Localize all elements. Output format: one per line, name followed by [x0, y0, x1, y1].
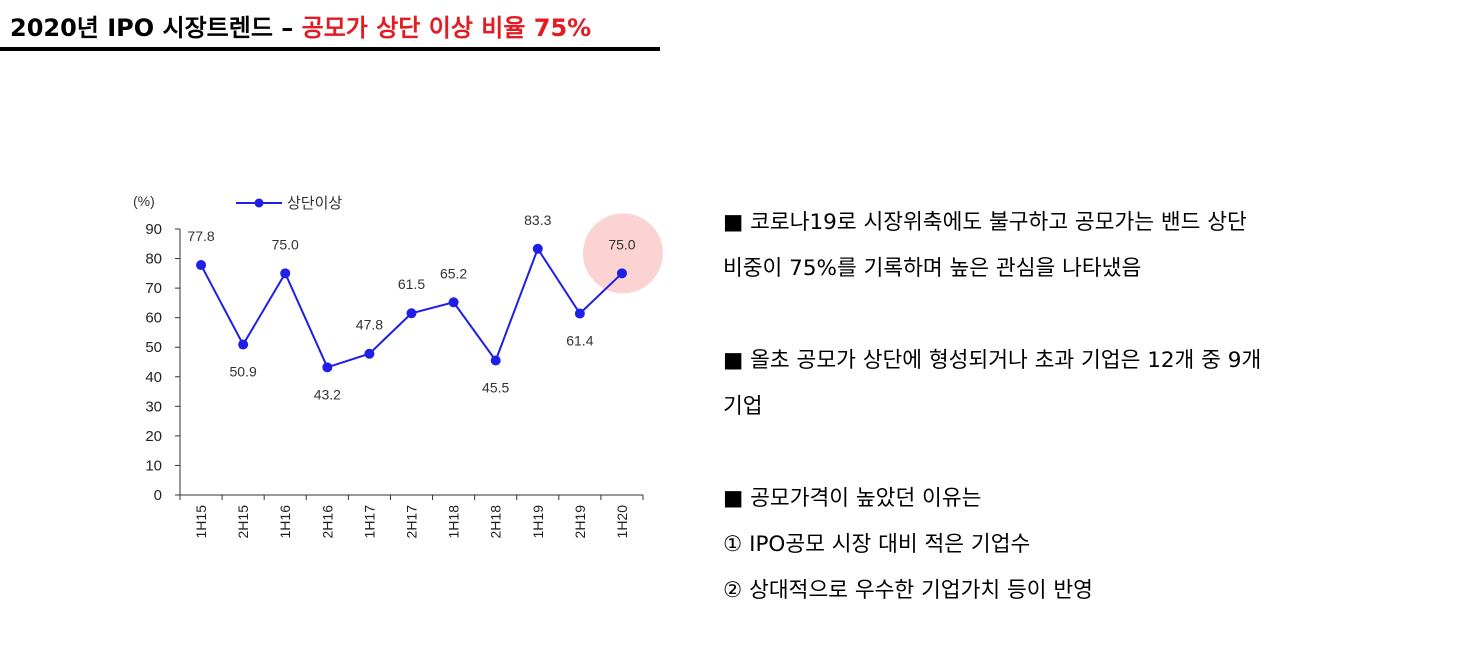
data-point — [280, 268, 291, 279]
x-tick-label: 2H19 — [572, 505, 588, 539]
y-tick-label: 50 — [145, 339, 162, 356]
x-tick-label: 1H19 — [530, 505, 546, 539]
page-title: 2020년 IPO 시장트렌드 – 공모가 상단 이상 비율 75% — [10, 8, 591, 43]
y-tick-label: 10 — [145, 457, 162, 474]
data-label: 50.9 — [230, 364, 257, 380]
note-line: 비중이 75%를 기록하며 높은 관심을 나타냈음 — [723, 256, 1142, 281]
x-tick-label: 2H15 — [235, 505, 251, 539]
note-line: ② 상대적으로 우수한 기업가치 등이 반영 — [723, 578, 1093, 603]
y-tick-label: 30 — [145, 398, 162, 415]
legend-marker — [254, 198, 264, 208]
data-label: 43.2 — [314, 386, 341, 402]
y-tick-label: 70 — [145, 280, 162, 297]
data-point — [238, 339, 249, 350]
y-tick-label: 20 — [145, 428, 162, 445]
line-chart: (%) 상단이상 0 10 20 30 40 50 60 70 80 90 1H15 2H15 1H16… — [133, 193, 663, 539]
y-tick-label: 60 — [145, 310, 162, 327]
y-tick-label: 90 — [145, 221, 162, 238]
note-paragraph-1: ■ 코로나19로 시장위축에도 불구하고 공모가는 밴드 상단 비중이 75%를… — [723, 200, 1443, 292]
data-point — [196, 260, 207, 271]
title-main: 2020년 IPO 시장트렌드 – — [10, 14, 302, 42]
data-label: 61.5 — [398, 276, 425, 292]
x-tick-label: 1H15 — [193, 505, 209, 539]
x-tick-label: 2H17 — [404, 505, 420, 539]
data-point — [448, 297, 459, 308]
data-label: 77.8 — [187, 228, 214, 244]
x-tick-label: 2H18 — [488, 505, 504, 539]
data-label: 45.5 — [482, 380, 509, 396]
y-tick-label: 0 — [154, 487, 162, 504]
highlight-circle — [582, 213, 663, 294]
y-tick-label: 40 — [145, 369, 162, 386]
data-label: 75.0 — [608, 236, 635, 252]
note-line: ■ 공모가격이 높았던 이유는 — [723, 486, 982, 511]
data-point — [322, 362, 333, 373]
note-line: ① IPO공모 시장 대비 적은 기업수 — [723, 532, 1031, 557]
data-point — [406, 308, 417, 319]
data-point — [616, 268, 627, 279]
data-point — [490, 355, 501, 366]
note-paragraph-3: ■ 공모가격이 높았던 이유는 ① IPO공모 시장 대비 적은 기업수 ② 상… — [723, 476, 1443, 614]
data-label: 83.3 — [524, 212, 551, 228]
data-label: 61.4 — [566, 333, 593, 349]
note-line: ■ 코로나19로 시장위축에도 불구하고 공모가는 밴드 상단 — [723, 210, 1247, 235]
x-tick-label: 2H16 — [319, 505, 335, 539]
x-tick-label: 1H20 — [614, 505, 630, 539]
y-tick-label: 80 — [145, 251, 162, 268]
notes-panel: ■ 코로나19로 시장위축에도 불구하고 공모가는 밴드 상단 비중이 75%를… — [723, 200, 1443, 660]
data-point — [574, 308, 585, 319]
highlight-layer — [582, 213, 663, 294]
series-line — [200, 246, 623, 369]
title-highlight: 공모가 상단 이상 비율 75% — [301, 14, 592, 42]
y-unit-label: (%) — [133, 193, 155, 209]
axes: 0 10 20 30 40 50 60 70 80 90 1H15 2H15 1H16 2H16 1H17 2… — [145, 221, 644, 539]
series-layer: 77.8 50.9 75.0 43.2 47.8 61.5 65.2 45.5 83.3 61.4… — [187, 212, 635, 403]
data-label: 75.0 — [272, 236, 299, 252]
note-line: 기업 — [723, 394, 763, 419]
legend: 상단이상 — [236, 195, 342, 212]
title-underline — [0, 47, 660, 51]
data-point — [532, 243, 543, 254]
note-paragraph-2: ■ 올초 공모가 상단에 형성되거나 초과 기업은 12개 중 9개 기업 — [723, 338, 1443, 430]
x-tick-label: 1H16 — [277, 505, 293, 539]
data-label: 65.2 — [440, 265, 467, 281]
x-tick-label: 1H18 — [446, 505, 462, 539]
data-point — [364, 348, 375, 359]
x-tick-label: 1H17 — [361, 505, 377, 539]
data-label: 47.8 — [356, 317, 383, 333]
note-line: ■ 올초 공모가 상단에 형성되거나 초과 기업은 12개 중 9개 — [723, 348, 1262, 373]
legend-label: 상단이상 — [287, 195, 342, 212]
